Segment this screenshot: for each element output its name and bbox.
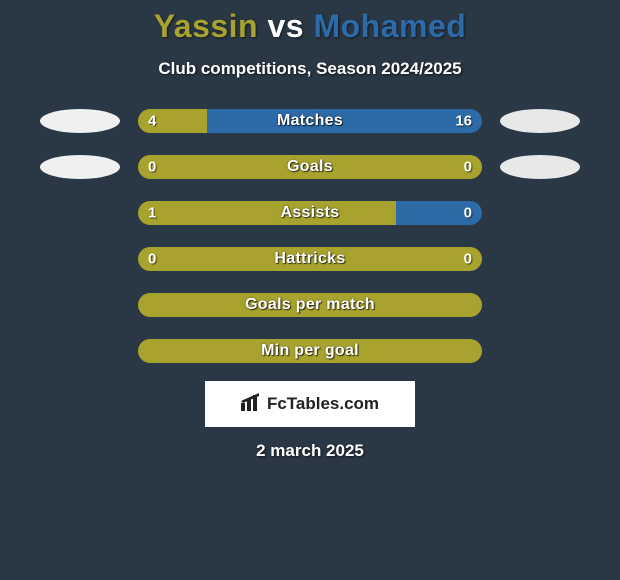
bar-chart-icon xyxy=(241,393,263,415)
stat-row: Assists 1 0 xyxy=(0,201,620,225)
stat-label: Hattricks xyxy=(274,250,345,268)
stat-bar: Goals per match xyxy=(138,293,482,317)
player2-name: Mohamed xyxy=(313,8,466,44)
subtitle: Club competitions, Season 2024/2025 xyxy=(0,59,620,79)
stat-value-right: 16 xyxy=(455,113,472,130)
infographic-container: Yassin vs Mohamed Club competitions, Sea… xyxy=(0,0,620,461)
stat-label: Goals per match xyxy=(245,296,375,314)
stat-bar: Assists 1 0 xyxy=(138,201,482,225)
date-label: 2 march 2025 xyxy=(0,441,620,461)
stat-label: Goals xyxy=(287,158,333,176)
stat-bar: Matches 4 16 xyxy=(138,109,482,133)
stat-rows: Matches416Goals00Assists10Hattricks00Goa… xyxy=(0,109,620,363)
stat-row: Min per goal xyxy=(0,339,620,363)
stat-value-left: 0 xyxy=(148,159,156,176)
stat-value-right: 0 xyxy=(464,205,472,222)
player1-name: Yassin xyxy=(154,8,258,44)
stat-label: Matches xyxy=(277,112,343,130)
logo-banner: FcTables.com xyxy=(205,381,415,427)
stat-value-right: 0 xyxy=(464,251,472,268)
bar-fill-player2 xyxy=(207,109,482,133)
logo-text: FcTables.com xyxy=(267,394,379,414)
stat-row: Goals per match xyxy=(0,293,620,317)
stat-label: Min per goal xyxy=(261,342,359,360)
stat-row: Hattricks 0 0 xyxy=(0,247,620,271)
stat-value-right: 0 xyxy=(464,159,472,176)
stat-bar: Goals 0 0 xyxy=(138,155,482,179)
player1-badge xyxy=(40,109,120,133)
player2-badge xyxy=(500,155,580,179)
player2-badge xyxy=(500,109,580,133)
bar-fill-player1 xyxy=(138,201,396,225)
stat-value-left: 1 xyxy=(148,205,156,222)
stat-bar: Hattricks 0 0 xyxy=(138,247,482,271)
stat-row: Matches 4 16 xyxy=(0,109,620,133)
stat-row: Goals 0 0 xyxy=(0,155,620,179)
stat-value-left: 0 xyxy=(148,251,156,268)
player1-badge xyxy=(40,155,120,179)
stat-bar: Min per goal xyxy=(138,339,482,363)
stat-label: Assists xyxy=(280,204,339,222)
stat-value-left: 4 xyxy=(148,113,156,130)
vs-label: vs xyxy=(267,8,304,44)
comparison-title: Yassin vs Mohamed xyxy=(0,8,620,45)
